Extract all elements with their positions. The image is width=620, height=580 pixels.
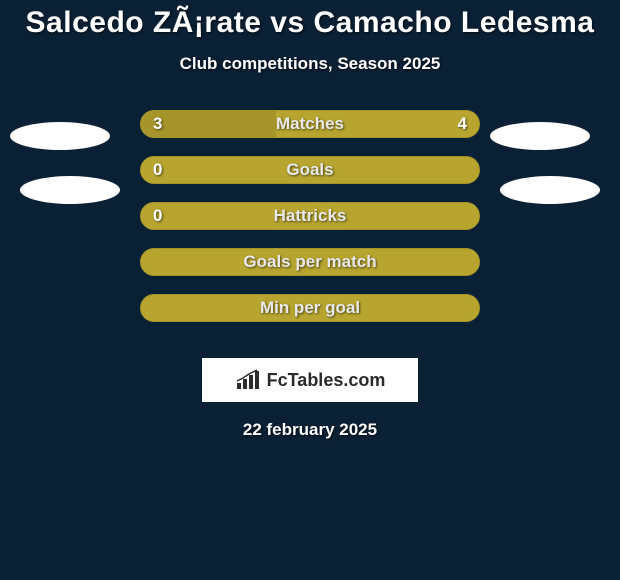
stat-label: Goals per match xyxy=(141,249,479,276)
stat-label: Min per goal xyxy=(141,295,479,322)
logo-box: FcTables.com xyxy=(202,358,418,402)
page-title: Salcedo ZÃ¡rate vs Camacho Ledesma xyxy=(0,0,620,40)
logo-text: FcTables.com xyxy=(267,370,386,391)
player-avatar-placeholder xyxy=(500,176,600,204)
stat-bar-matches: 3 Matches 4 xyxy=(140,110,480,138)
stat-bar-goals: 0 Goals xyxy=(140,156,480,184)
stat-label: Matches xyxy=(141,111,479,138)
stat-bar-goals-per-match: Goals per match xyxy=(140,248,480,276)
stat-bar-hattricks: 0 Hattricks xyxy=(140,202,480,230)
stat-bar-min-per-goal: Min per goal xyxy=(140,294,480,322)
chart-bars-icon xyxy=(235,369,261,391)
stat-row: 0 Hattricks xyxy=(0,202,620,248)
stat-row: Min per goal xyxy=(0,294,620,340)
subtitle: Club competitions, Season 2025 xyxy=(0,54,620,74)
player-avatar-placeholder xyxy=(490,122,590,150)
stat-right-value: 4 xyxy=(458,111,467,138)
stat-label: Goals xyxy=(141,157,479,184)
player-avatar-placeholder xyxy=(10,122,110,150)
date-text: 22 february 2025 xyxy=(0,420,620,440)
player-avatar-placeholder xyxy=(20,176,120,204)
stat-row: Goals per match xyxy=(0,248,620,294)
comparison-card: Salcedo ZÃ¡rate vs Camacho Ledesma Club … xyxy=(0,0,620,440)
stat-label: Hattricks xyxy=(141,203,479,230)
